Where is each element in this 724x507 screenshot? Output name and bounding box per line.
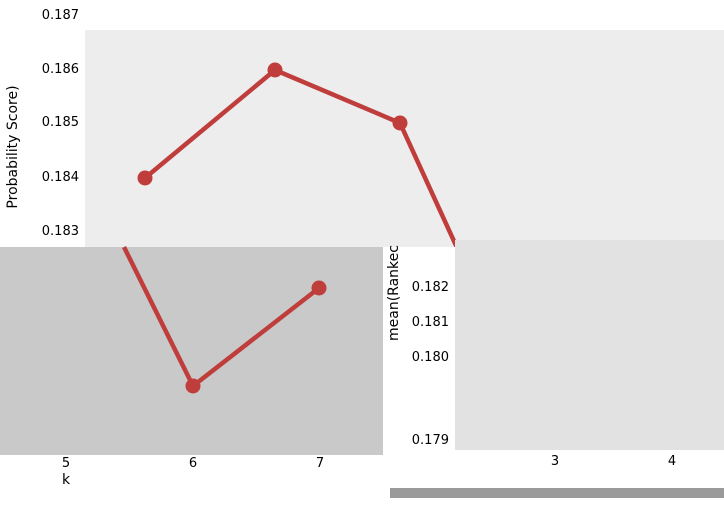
bottom-left-plot-area [0,247,383,455]
bottom-left-xtick-label: 7 [315,456,325,471]
bottom-right-plot-area [455,240,724,450]
main-ytick-label: 0.186 [41,62,79,77]
main-plot-area [85,30,724,248]
bottom-right-ytick-label: 0.180 [411,350,449,365]
horizontal-scrollbar[interactable] [390,488,724,498]
bottom-right-xtick-label: 4 [667,454,677,469]
main-ytick-label: 0.185 [41,115,79,130]
main-ytick-label: 0.183 [41,224,79,239]
bottom-left-xtick-label: 6 [188,456,198,471]
bottom-right-ytick-label: 0.181 [411,315,449,330]
bottom-right-ytick-label: 0.179 [411,433,449,448]
main-y-axis-label: Probability Score) [5,85,21,209]
main-ytick-label: 0.187 [41,8,79,23]
bottom-right-ytick-label: 0.182 [411,280,449,295]
bottom-left-x-axis-label: k [61,472,71,488]
bottom-right-axis-margin [383,247,455,507]
main-ytick-label: 0.184 [41,170,79,185]
bottom-right-y-axis-label: mean(Rankec [386,245,402,341]
bottom-right-xtick-label: 3 [550,454,560,469]
bottom-left-xtick-label: 5 [61,456,71,471]
